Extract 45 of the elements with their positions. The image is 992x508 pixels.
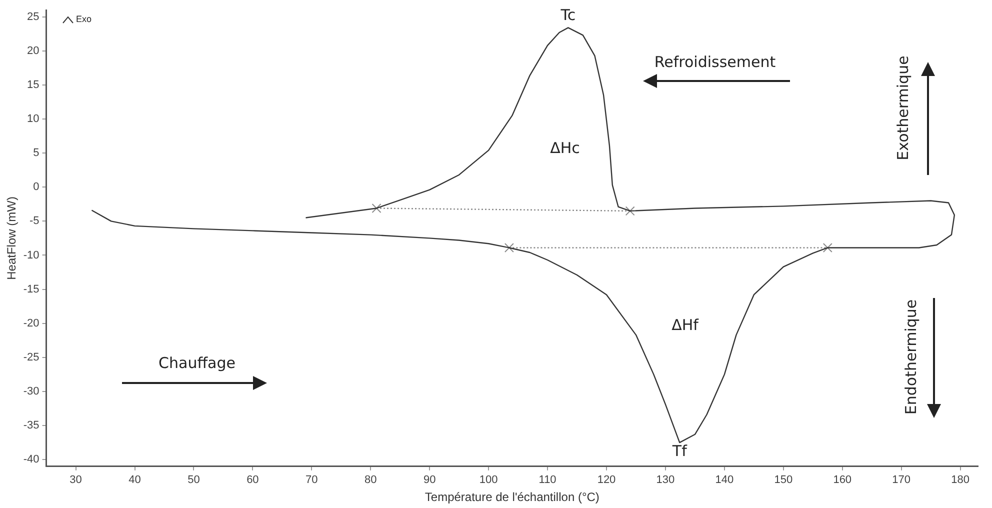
annotation: Tc xyxy=(560,6,576,24)
y-axis-title: HeatFlow (mW) xyxy=(4,196,19,280)
annotation: ΔHf xyxy=(672,316,698,334)
x-tick-label: 60 xyxy=(246,474,259,486)
y-tick-label: -40 xyxy=(23,454,40,466)
point xyxy=(822,242,832,252)
x-tick-label: 120 xyxy=(597,474,616,486)
annotation: Tf xyxy=(671,442,688,460)
annotation: Chauffage xyxy=(158,354,236,372)
y-tick-label: -35 xyxy=(23,420,40,432)
x-tick-label: 130 xyxy=(656,474,675,486)
x-tick-label: 40 xyxy=(128,474,141,486)
x-tick-label: 90 xyxy=(423,474,436,486)
y-tick-label: 5 xyxy=(33,147,40,160)
y-tick-label: 10 xyxy=(27,113,40,126)
x-tick-label: 100 xyxy=(479,474,498,486)
x-axis-title: Température de l'échantillon (°C) xyxy=(424,490,600,504)
x-tick-label: 180 xyxy=(951,474,970,486)
x-tick-label: 140 xyxy=(715,474,734,486)
point xyxy=(504,242,514,252)
annotation: Exothermique xyxy=(894,56,912,160)
annotation: Refroidissement xyxy=(654,53,776,71)
x-tick-label: 110 xyxy=(538,474,556,486)
x-tick-label: 30 xyxy=(70,474,82,486)
y-tick-label: -20 xyxy=(23,317,40,330)
point xyxy=(625,206,635,216)
y-tick-label: 15 xyxy=(27,78,40,91)
x-tick-label: 70 xyxy=(306,474,318,486)
y-tick-label: -5 xyxy=(30,215,40,228)
y-tick-label: -10 xyxy=(23,249,40,262)
y-tick-label: -25 xyxy=(23,351,40,364)
y-tick-label: 20 xyxy=(27,44,40,57)
annotation: Endothermique xyxy=(902,299,920,415)
y-tick-label: -15 xyxy=(23,283,40,296)
point xyxy=(372,203,382,213)
x-tick-label: 80 xyxy=(364,474,377,486)
y-tick-label: 25 xyxy=(27,10,40,23)
annotation: Exo xyxy=(76,14,92,24)
annotation: ΔHc xyxy=(550,139,580,157)
y-tick-label: -30 xyxy=(23,386,40,398)
x-tick-label: 50 xyxy=(188,474,200,486)
x-tick-label: 150 xyxy=(774,474,793,486)
y-tick-label: 0 xyxy=(33,181,40,194)
x-tick-label: 170 xyxy=(892,474,911,486)
x-tick-label: 160 xyxy=(833,474,852,486)
